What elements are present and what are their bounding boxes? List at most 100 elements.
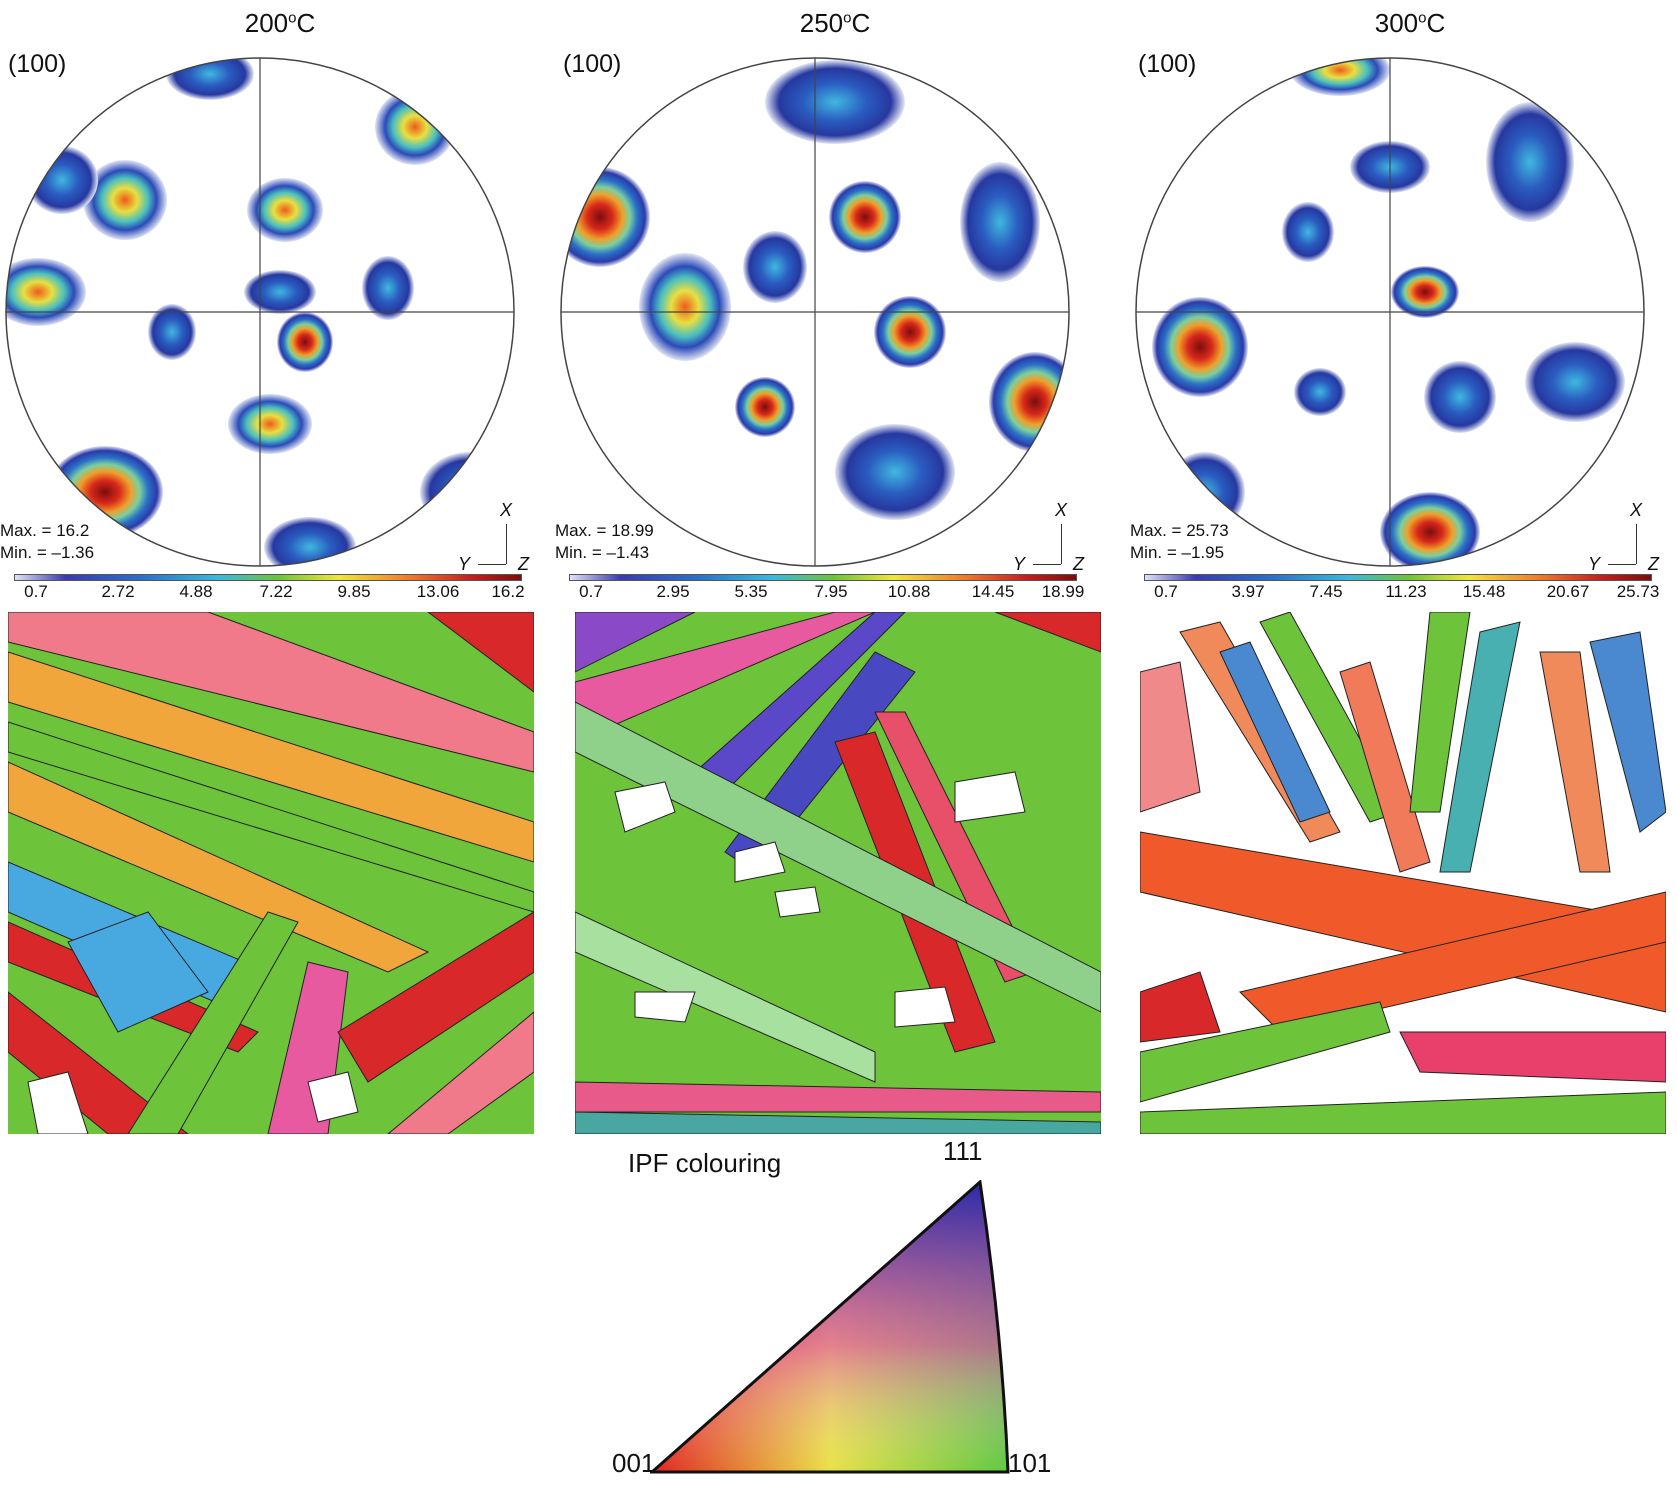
axis-z-label: Z xyxy=(1648,554,1659,574)
panel-title: 300oC xyxy=(1130,8,1677,39)
degree-symbol: o xyxy=(1418,9,1427,27)
texture-peak xyxy=(1290,58,1390,96)
sample-axes: X Y Z xyxy=(458,500,538,574)
texture-peak xyxy=(829,181,901,253)
panel-title: 250oC xyxy=(555,8,1115,39)
intensity-range: Max. = 16.2 Min. = –1.36 xyxy=(0,520,94,564)
color-scale-ticks: 0.7 2.95 5.35 7.95 10.88 14.45 18.99 xyxy=(555,582,1095,604)
sample-axes: X Y Z xyxy=(1588,500,1668,574)
texture-peak xyxy=(375,89,455,165)
max-value: Max. = 25.73 xyxy=(1130,521,1229,540)
texture-peak xyxy=(1486,102,1574,222)
texture-peak xyxy=(1525,342,1625,422)
texture-peak xyxy=(244,270,316,314)
scale-tick: 14.45 xyxy=(971,582,1015,601)
texture-peak xyxy=(874,296,946,368)
color-scale-bar xyxy=(1144,574,1652,581)
temperature-value: 300 xyxy=(1374,8,1419,38)
axis-z-label: Z xyxy=(518,554,529,574)
texture-peak xyxy=(247,178,323,242)
texture-peak xyxy=(1282,202,1334,262)
texture-peak xyxy=(1152,297,1248,397)
texture-peak xyxy=(228,394,312,454)
panel-300c: 300oC (100) Max. = 25.73 Min. = –1.95 X … xyxy=(1130,0,1677,1134)
pole-figure xyxy=(560,57,1070,567)
ebsd-ipf-map xyxy=(575,612,1101,1134)
texture-peak xyxy=(148,304,196,360)
scale-tick: 7.45 xyxy=(1309,582,1343,601)
pole-figure-plane: (100) xyxy=(8,50,67,78)
scale-tick: 13.06 xyxy=(416,582,460,601)
ebsd-ipf-map xyxy=(8,612,534,1134)
scale-tick: 7.95 xyxy=(814,582,848,601)
texture-peak xyxy=(1380,492,1480,566)
scale-tick: 7.22 xyxy=(259,582,293,601)
scale-tick: 18.99 xyxy=(1041,582,1085,601)
texture-peak xyxy=(960,162,1040,282)
scale-tick: 16.2 xyxy=(491,582,525,601)
ebsd-ipf-map xyxy=(1140,612,1666,1134)
scale-tick: 2.95 xyxy=(656,582,690,601)
texture-peak xyxy=(639,253,731,361)
ipf-colouring-label: IPF colouring xyxy=(628,1148,782,1178)
temperature-unit: C xyxy=(296,8,316,38)
scale-tick: 5.35 xyxy=(734,582,768,601)
temperature-value: 250 xyxy=(799,8,844,38)
texture-peak xyxy=(989,352,1069,452)
degree-symbol: o xyxy=(843,9,852,27)
scale-tick: 0.7 xyxy=(1154,582,1178,601)
color-scale-bar xyxy=(569,574,1077,581)
min-value: Min. = –1.36 xyxy=(0,543,95,562)
texture-peak xyxy=(1294,368,1346,416)
max-value: Max. = 16.2 xyxy=(0,521,90,540)
max-value: Max. = 18.99 xyxy=(555,521,654,540)
texture-peak xyxy=(277,312,333,372)
temperature-unit: C xyxy=(1426,8,1446,38)
color-scale-bar xyxy=(14,574,522,581)
texture-peak xyxy=(83,160,167,240)
scale-tick: 25.73 xyxy=(1616,582,1660,601)
pole-figure xyxy=(5,57,515,567)
scale-tick: 4.88 xyxy=(179,582,213,601)
min-value: Min. = –1.43 xyxy=(555,543,650,562)
min-value: Min. = –1.95 xyxy=(1130,543,1225,562)
ipf-corner-001: 001 xyxy=(612,1448,656,1478)
texture-peak xyxy=(1424,361,1496,433)
pole-figure xyxy=(1135,57,1645,567)
panel-200c: 200oC (100) xyxy=(0,0,560,1134)
scale-tick: 0.7 xyxy=(24,582,48,601)
axis-z-label: Z xyxy=(1073,554,1084,574)
axis-x-label: X xyxy=(1055,500,1068,520)
sample-axes: X Y Z xyxy=(1013,500,1093,574)
color-scale-ticks: 0.7 2.72 4.88 7.22 9.85 13.06 16.2 xyxy=(0,582,540,604)
axis-y-label: Y xyxy=(1013,554,1026,574)
texture-peak xyxy=(561,167,650,267)
ipf-corner-111: 111 xyxy=(943,1136,983,1166)
temperature-unit: C xyxy=(851,8,871,38)
scale-tick: 11.23 xyxy=(1385,582,1427,601)
texture-peak xyxy=(1391,266,1459,318)
texture-peak xyxy=(362,256,414,320)
axis-y-label: Y xyxy=(1588,554,1601,574)
color-scale-ticks: 0.7 3.97 7.45 11.23 15.48 20.67 25.73 xyxy=(1130,582,1670,604)
axis-x-label: X xyxy=(1630,500,1643,520)
texture-peak xyxy=(26,146,98,214)
scale-tick: 0.7 xyxy=(579,582,603,601)
pole-figure-plane: (100) xyxy=(1138,50,1197,78)
intensity-range: Max. = 18.99 Min. = –1.43 xyxy=(555,520,654,564)
axis-x-label: X xyxy=(500,500,513,520)
texture-peak xyxy=(264,517,356,566)
scale-tick: 20.67 xyxy=(1546,582,1590,601)
texture-peak xyxy=(835,424,955,520)
scale-tick: 15.48 xyxy=(1462,582,1506,601)
scale-tick: 2.72 xyxy=(101,582,135,601)
scale-tick: 9.85 xyxy=(337,582,371,601)
scale-tick: 10.88 xyxy=(887,582,931,601)
ipf-color-key-triangle xyxy=(650,1180,1010,1474)
temperature-value: 200 xyxy=(244,8,289,38)
panel-title: 200oC xyxy=(0,8,560,39)
panel-250c: 250oC (100) Max. = 18.99 Min. = –1.43 X … xyxy=(555,0,1115,1134)
texture-peak xyxy=(765,60,905,144)
pole-figure-plane: (100) xyxy=(563,50,622,78)
texture-peak xyxy=(735,377,795,437)
